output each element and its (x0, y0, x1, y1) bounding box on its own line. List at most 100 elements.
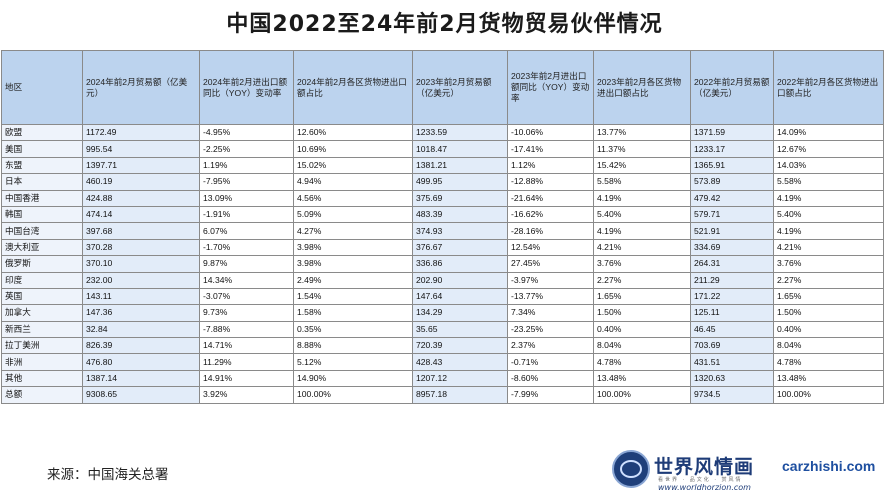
value-cell: 5.58% (593, 173, 691, 191)
value-cell: -10.06% (507, 123, 594, 142)
value-cell: 1397.71 (82, 156, 200, 175)
value-cell: 370.10 (82, 255, 200, 273)
region-cell: 中国台湾 (1, 222, 83, 240)
table-row: 韩国 474.14 -1.91% 5.09% 483.39 -16.62% 5.40% 579… (1, 205, 884, 224)
value-cell: 147.64 (412, 287, 508, 306)
region-cell: 日本 (1, 173, 83, 191)
logo-tagline: 看世界 · 品文化 · 赏风情 (658, 477, 743, 483)
value-cell: -7.88% (199, 320, 294, 339)
value-cell: 11.37% (593, 140, 691, 158)
region-cell: 中国香港 (1, 189, 83, 207)
value-cell: 9734.5 (690, 386, 774, 404)
logo-name: 世界风情画 (654, 456, 755, 478)
value-cell: 2.49% (293, 271, 413, 289)
value-cell: 32.84 (82, 320, 200, 339)
value-cell: 370.28 (82, 238, 200, 257)
column-header: 2024年前2月各区货物进出口额占比 (293, 50, 413, 125)
value-cell: 4.21% (593, 238, 691, 257)
table-row: 澳大利亚 370.28 -1.70% 3.98% 376.67 12.54% 4.21% 33… (1, 238, 884, 257)
value-cell: 474.14 (82, 205, 200, 224)
value-cell: 720.39 (412, 337, 508, 355)
region-cell: 欧盟 (1, 123, 83, 142)
value-cell: -13.77% (507, 287, 594, 306)
value-cell: 11.29% (199, 353, 294, 371)
value-cell: 1.12% (507, 156, 594, 175)
value-cell: 1.50% (773, 304, 884, 322)
value-cell: 4.27% (293, 222, 413, 240)
value-cell: -4.95% (199, 123, 294, 142)
value-cell: 14.90% (293, 369, 413, 388)
value-cell: 1.58% (293, 304, 413, 322)
value-cell: -28.16% (507, 222, 594, 240)
value-cell: 334.69 (690, 238, 774, 257)
value-cell: 1172.49 (82, 123, 200, 142)
table-row: 新西兰 32.84 -7.88% 0.35% 35.65 -23.25% 0.40% 46.4… (1, 320, 884, 339)
value-cell: 12.60% (293, 123, 413, 142)
value-cell: -1.91% (199, 205, 294, 224)
site-link[interactable]: carzhishi.com (782, 458, 876, 474)
value-cell: 336.86 (412, 255, 508, 273)
value-cell: -12.88% (507, 173, 594, 191)
table-row: 俄罗斯 370.10 9.87% 3.98% 336.86 27.45% 3.76% 264.… (1, 255, 884, 273)
value-cell: 13.77% (593, 123, 691, 142)
region-cell: 总额 (1, 386, 83, 404)
value-cell: 6.07% (199, 222, 294, 240)
column-header: 2022年前2月贸易额（亿美元） (690, 50, 774, 125)
value-cell: -21.64% (507, 189, 594, 207)
value-cell: 100.00% (593, 386, 691, 404)
value-cell: 14.71% (199, 337, 294, 355)
value-cell: 232.00 (82, 271, 200, 289)
value-cell: 8.04% (593, 337, 691, 355)
value-cell: -2.25% (199, 140, 294, 158)
value-cell: 4.19% (773, 222, 884, 240)
value-cell: 15.42% (593, 156, 691, 175)
value-cell: 13.48% (773, 369, 884, 388)
column-header: 2024年前2月进出口额同比（YOY）变动率 (199, 50, 294, 125)
region-cell: 东盟 (1, 156, 83, 175)
value-cell: 5.12% (293, 353, 413, 371)
value-cell: 14.03% (773, 156, 884, 175)
value-cell: 376.67 (412, 238, 508, 257)
value-cell: 14.09% (773, 123, 884, 142)
value-cell: 9.73% (199, 304, 294, 322)
value-cell: 12.67% (773, 140, 884, 158)
column-header: 2022年前2月各区货物进出口额占比 (773, 50, 884, 125)
value-cell: 143.11 (82, 287, 200, 306)
value-cell: 35.65 (412, 320, 508, 339)
value-cell: 483.39 (412, 205, 508, 224)
value-cell: 14.34% (199, 271, 294, 289)
table-row: 欧盟 1172.49 -4.95% 12.60% 1233.59 -10.06% 13.77… (1, 123, 884, 142)
value-cell: 3.98% (293, 255, 413, 273)
value-cell: 703.69 (690, 337, 774, 355)
value-cell: 27.45% (507, 255, 594, 273)
value-cell: 1387.14 (82, 369, 200, 388)
value-cell: 1.65% (593, 287, 691, 306)
value-cell: 0.40% (593, 320, 691, 339)
value-cell: -8.60% (507, 369, 594, 388)
value-cell: -0.71% (507, 353, 594, 371)
value-cell: 13.48% (593, 369, 691, 388)
table-body: 欧盟 1172.49 -4.95% 12.60% 1233.59 -10.06% 13.77… (1, 123, 884, 404)
value-cell: 5.40% (773, 205, 884, 224)
value-cell: 1018.47 (412, 140, 508, 158)
value-cell: 1.50% (593, 304, 691, 322)
trade-table: 地区 2024年前2月贸易额（亿美元） 2024年前2月进出口额同比（YOY）变动率… (1, 50, 884, 404)
value-cell: 8.04% (773, 337, 884, 355)
region-cell: 非洲 (1, 353, 83, 371)
value-cell: -1.70% (199, 238, 294, 257)
value-cell: 428.43 (412, 353, 508, 371)
table-row: 中国香港 424.88 13.09% 4.56% 375.69 -21.64% 4.19% 4… (1, 189, 884, 207)
value-cell: 4.19% (773, 189, 884, 207)
value-cell: 100.00% (773, 386, 884, 404)
value-cell: 3.98% (293, 238, 413, 257)
value-cell: 5.09% (293, 205, 413, 224)
value-cell: 374.93 (412, 222, 508, 240)
region-cell: 新西兰 (1, 320, 83, 339)
value-cell: -7.99% (507, 386, 594, 404)
value-cell: 0.40% (773, 320, 884, 339)
value-cell: 46.45 (690, 320, 774, 339)
table-row: 日本 460.19 -7.95% 4.94% 499.95 -12.88% 5.58% 573… (1, 173, 884, 191)
value-cell: 134.29 (412, 304, 508, 322)
column-header: 地区 (1, 50, 83, 125)
value-cell: 4.94% (293, 173, 413, 191)
